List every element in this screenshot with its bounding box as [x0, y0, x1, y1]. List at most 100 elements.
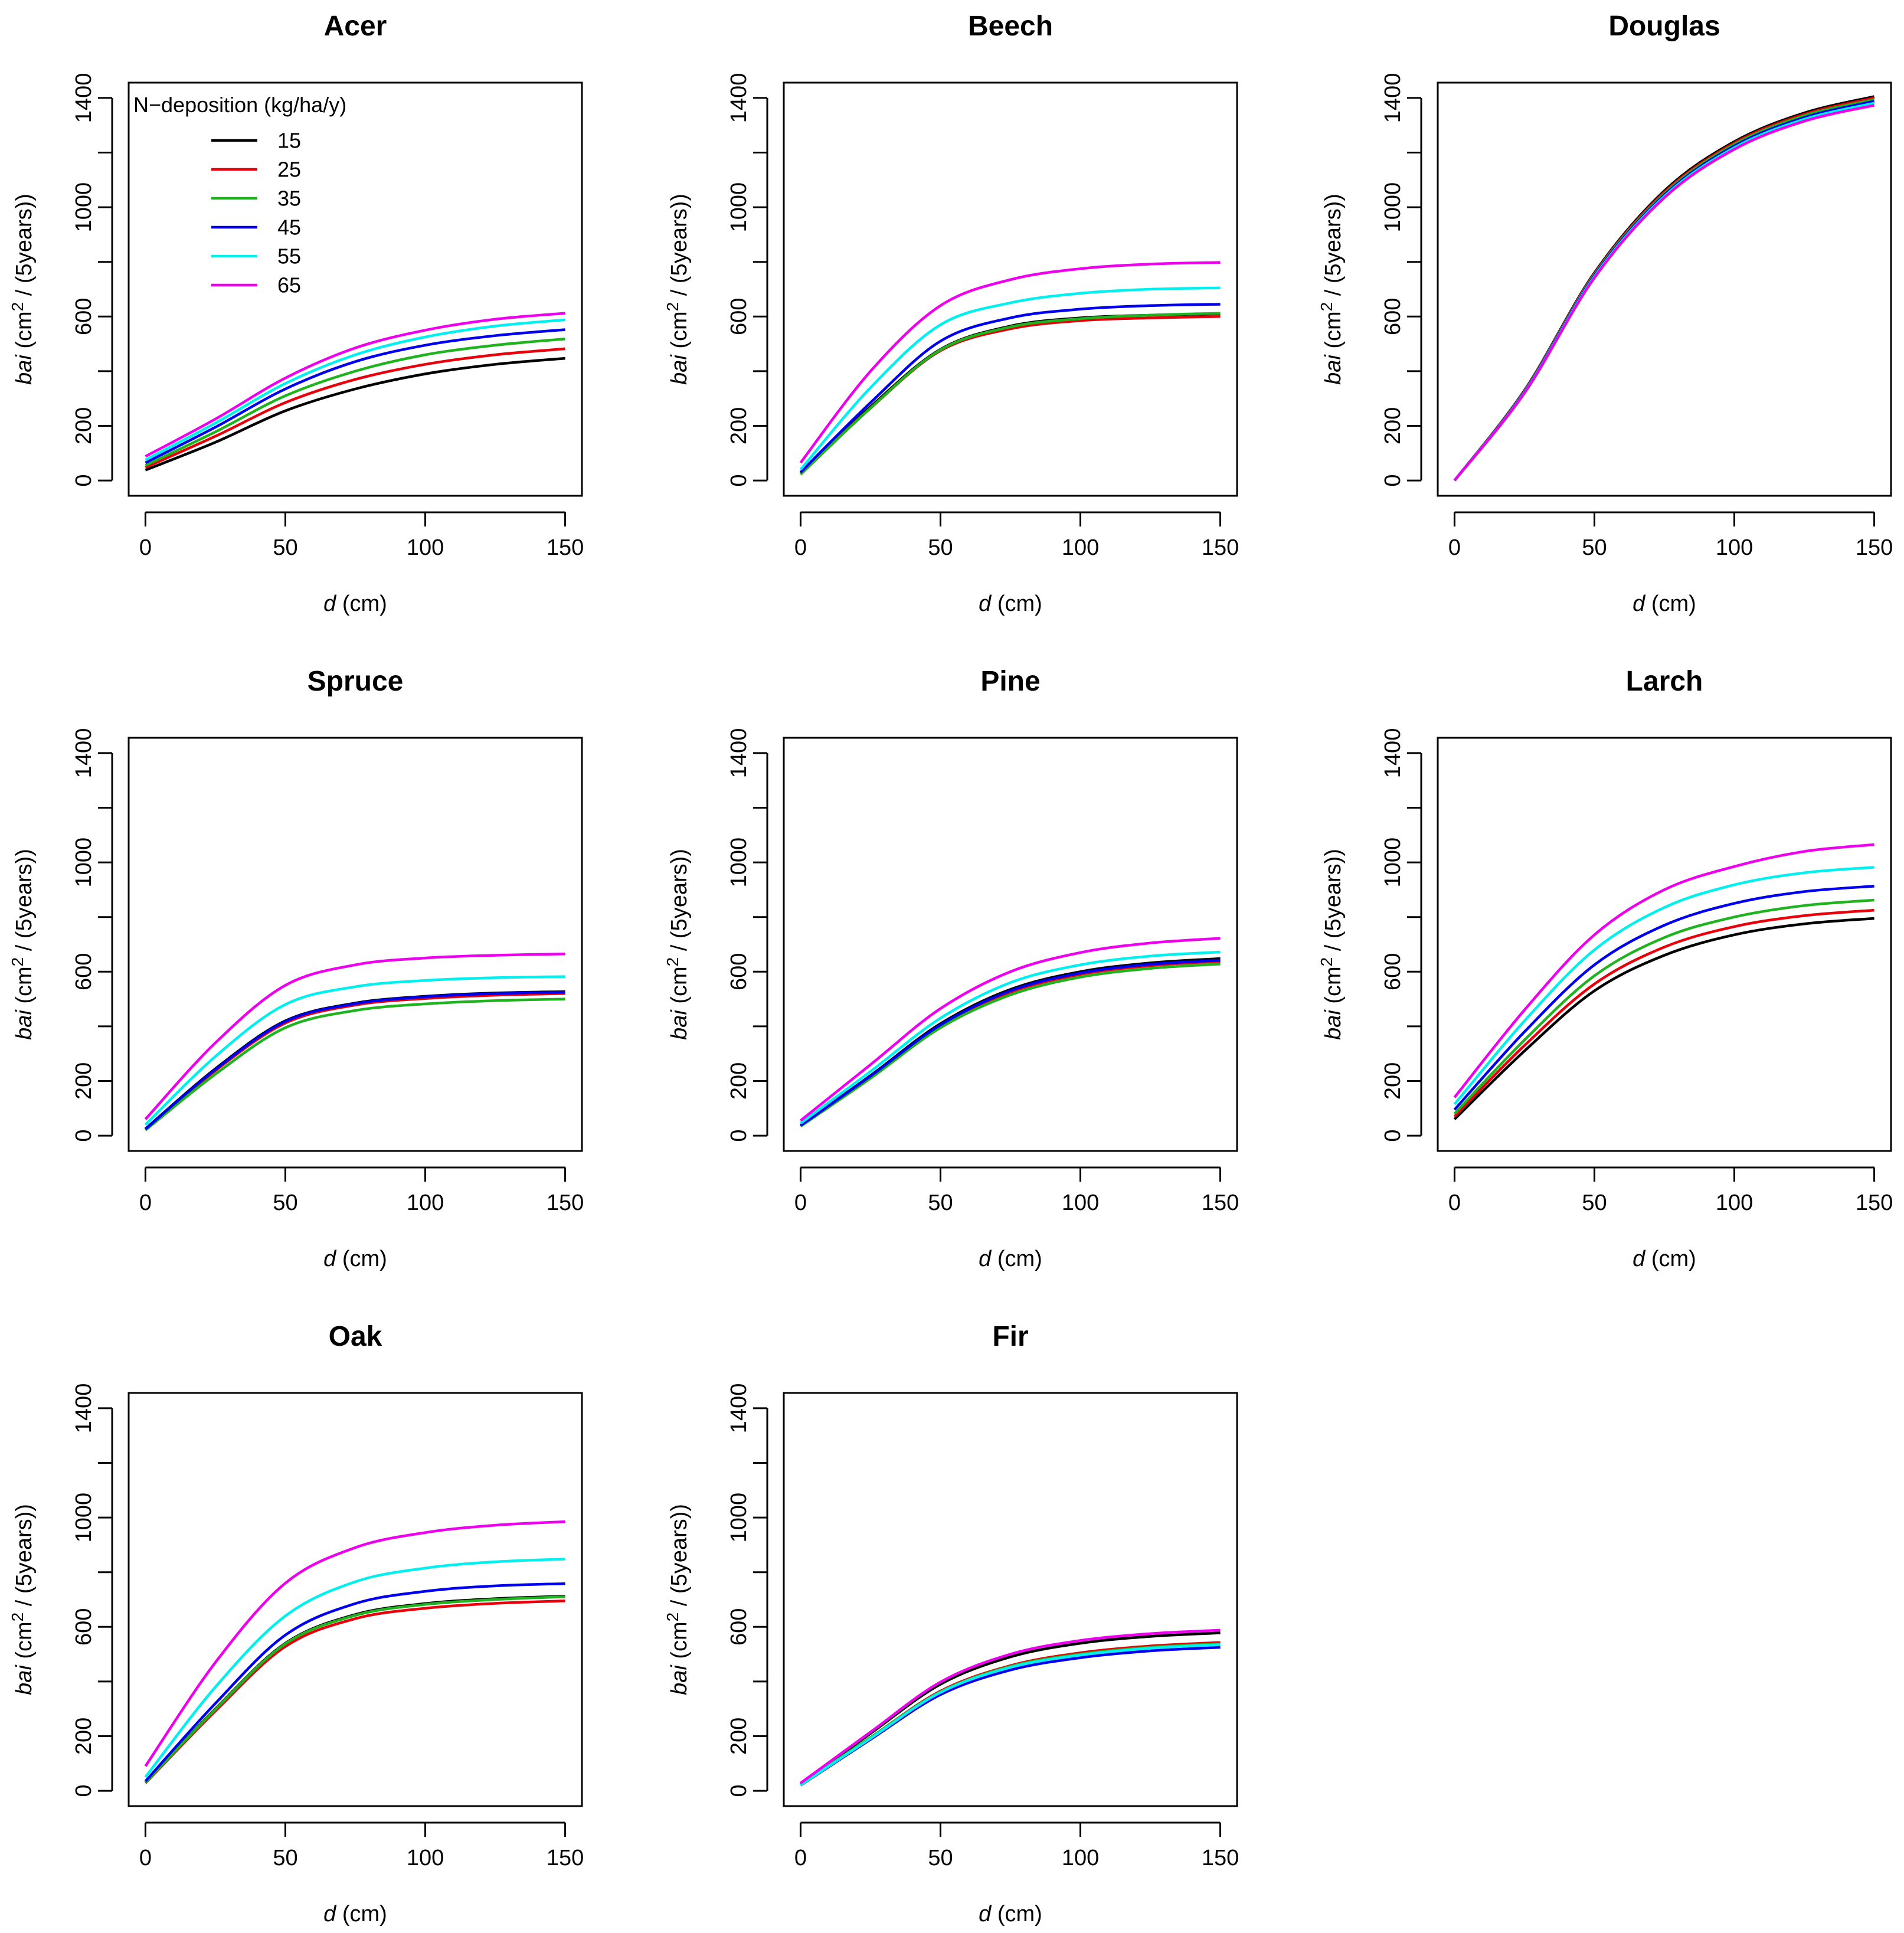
- y-tick-label: 1000: [1380, 838, 1405, 888]
- series-line-55: [800, 950, 1221, 1125]
- y-tick-label: 600: [727, 298, 751, 335]
- y-axis-var: bai: [667, 1664, 692, 1695]
- y-axis-label: bai (cm2 / (5years)): [8, 1504, 37, 1695]
- series-line-65: [145, 312, 565, 458]
- legend-label-55: 55: [277, 244, 301, 269]
- y-tick-label: 1400: [727, 73, 751, 123]
- series-lines: [799, 261, 1221, 476]
- series-line-25: [800, 960, 1221, 1127]
- x-axis-var: d: [979, 591, 992, 616]
- y-axis-label: bai (cm2 / (5years)): [1317, 194, 1346, 385]
- x-tick-label: 150: [1202, 535, 1239, 560]
- y-axis: 0 200 600 1000 1400 bai (cm2 / (5years)): [663, 73, 768, 487]
- series-line-55: [800, 1643, 1221, 1787]
- x-tick-label: 0: [794, 1846, 807, 1870]
- x-tick-label: 0: [1448, 1190, 1461, 1215]
- legend-label-15: 15: [277, 129, 301, 153]
- plot-frame: [127, 81, 583, 497]
- panel-title: Spruce: [307, 666, 404, 697]
- series-line-35: [1453, 898, 1874, 1115]
- x-axis-label: d (cm): [323, 1902, 387, 1927]
- y-axis-label: bai (cm2 / (5years)): [1317, 849, 1346, 1040]
- panel-title: Larch: [1626, 666, 1703, 697]
- panel-title: Fir: [992, 1321, 1028, 1352]
- y-axis-unit: (cm: [12, 966, 37, 1010]
- y-axis: 0 200 600 1000 1400 bai (cm2 / (5years)): [663, 728, 768, 1142]
- series-line-45: [144, 990, 565, 1130]
- series-line-35: [144, 997, 565, 1131]
- series-lines: [1453, 843, 1874, 1120]
- x-tick-label: 50: [273, 535, 297, 560]
- y-axis-superscript: 2: [663, 302, 682, 312]
- y-axis-superscript: 2: [8, 1613, 27, 1622]
- x-tick-label: 0: [794, 535, 807, 560]
- y-axis-var: bai: [667, 1009, 692, 1040]
- series-line-45: [145, 328, 565, 465]
- x-axis-var: d: [979, 1902, 992, 1927]
- series-line-65: [800, 1628, 1221, 1784]
- y-tick-label: 0: [727, 475, 751, 487]
- x-tick-label: 50: [273, 1190, 297, 1215]
- x-axis-var: d: [1633, 1247, 1646, 1271]
- y-tick-label: 200: [71, 1718, 96, 1755]
- x-axis-var: d: [1633, 591, 1646, 616]
- x-tick-label: 50: [1582, 1190, 1607, 1215]
- y-tick-label: 0: [1380, 475, 1405, 487]
- y-axis-unit: (cm: [12, 311, 37, 355]
- series-line-55: [144, 975, 565, 1126]
- x-axis-var: d: [323, 591, 337, 616]
- x-tick-label: 150: [1856, 535, 1893, 560]
- legend-label-45: 45: [277, 215, 301, 240]
- series-line-35: [1453, 98, 1875, 482]
- series-lines: [800, 1628, 1221, 1787]
- y-axis-superscript: 2: [1317, 957, 1336, 967]
- x-axis-label: d (cm): [979, 591, 1042, 616]
- y-axis-unit: (cm: [12, 1621, 37, 1665]
- series-line-15: [144, 1595, 565, 1784]
- series-line-65: [144, 1520, 565, 1767]
- y-tick-label: 1400: [71, 73, 96, 123]
- y-tick-label: 200: [71, 407, 96, 444]
- series-line-55: [1453, 866, 1874, 1105]
- panel-title: Douglas: [1608, 11, 1720, 42]
- y-axis-var: bai: [1321, 1009, 1346, 1040]
- plot-frame: [127, 737, 583, 1152]
- panel-acer: Acer 0 50 100 150 d (cm) 0 200 600 1000 1400 bai (c…: [8, 11, 584, 616]
- y-axis-var: bai: [12, 1664, 37, 1695]
- x-axis-unit: (cm): [991, 1247, 1042, 1271]
- x-axis-label: d (cm): [979, 1902, 1042, 1927]
- x-axis-var: d: [323, 1247, 337, 1271]
- series-line-55: [144, 1558, 565, 1778]
- x-tick-label: 50: [928, 1190, 953, 1215]
- plot-frame: [783, 737, 1238, 1152]
- y-tick-label: 0: [71, 475, 96, 487]
- y-axis-var: bai: [1321, 354, 1346, 385]
- x-axis-unit: (cm): [336, 1247, 387, 1271]
- x-tick-label: 50: [928, 535, 953, 560]
- y-tick-label: 200: [727, 1062, 751, 1100]
- y-tick-label: 1400: [1380, 73, 1405, 123]
- y-tick-label: 200: [727, 407, 751, 444]
- panel-title: Beech: [968, 11, 1053, 42]
- series-line-25: [1453, 96, 1875, 482]
- series-line-35: [144, 1595, 565, 1784]
- y-axis-unit: (cm: [1321, 311, 1346, 355]
- series-line-15: [1453, 917, 1874, 1120]
- y-tick-label: 1400: [1380, 728, 1405, 779]
- x-tick-label: 150: [1856, 1190, 1893, 1215]
- y-tick-label: 1000: [727, 838, 751, 888]
- y-axis-label: bai (cm2 / (5years)): [663, 194, 692, 385]
- y-axis-unit-rest: / (5years)): [12, 194, 37, 302]
- y-axis-unit-rest: / (5years)): [1321, 849, 1346, 957]
- y-axis-unit-rest: / (5years)): [1321, 194, 1346, 302]
- series-line-55: [145, 318, 565, 462]
- legend-label-65: 65: [277, 273, 301, 297]
- y-tick-label: 200: [1380, 1062, 1405, 1100]
- y-tick-label: 1000: [71, 1493, 96, 1543]
- series-line-35: [145, 338, 565, 467]
- series-line-35: [800, 963, 1221, 1128]
- x-tick-label: 0: [139, 1190, 152, 1215]
- y-tick-label: 200: [71, 1062, 96, 1100]
- legend-title: N−deposition (kg/ha/y): [133, 93, 346, 117]
- x-axis-unit: (cm): [1645, 591, 1696, 616]
